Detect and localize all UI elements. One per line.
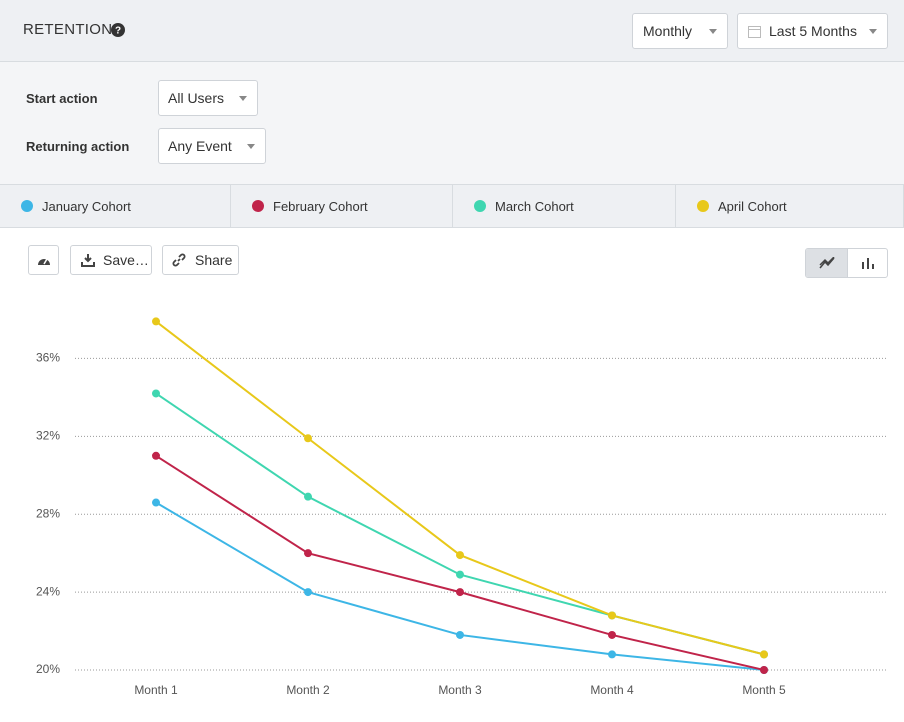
legend-swatch — [21, 200, 33, 212]
data-point — [304, 434, 312, 442]
data-point — [456, 588, 464, 596]
x-tick-label: Month 3 — [438, 683, 482, 697]
y-tick-label: 24% — [36, 584, 60, 598]
y-tick-label: 32% — [36, 428, 60, 442]
returning-value: Any Event — [168, 138, 232, 154]
save-button[interactable]: Save… — [70, 245, 152, 275]
interval-value: Monthly — [643, 23, 692, 39]
legend-label: January Cohort — [42, 199, 131, 214]
x-tick-label: Month 1 — [134, 683, 178, 697]
legend-item[interactable]: March Cohort — [453, 185, 676, 227]
returning-label: Returning action — [26, 139, 129, 154]
series-line — [156, 503, 764, 670]
data-point — [304, 549, 312, 557]
data-point — [608, 611, 616, 619]
data-point — [456, 631, 464, 639]
start-value: All Users — [168, 90, 224, 106]
share-button[interactable]: Share — [162, 245, 239, 275]
legend-swatch — [252, 200, 264, 212]
data-point — [456, 571, 464, 579]
x-tick-label: Month 5 — [742, 683, 786, 697]
download-icon — [81, 253, 95, 267]
start-label: Start action — [26, 91, 98, 106]
gauge-icon — [36, 253, 52, 267]
series-line — [156, 321, 764, 654]
x-tick-label: Month 2 — [286, 683, 330, 697]
y-tick-label: 28% — [36, 506, 60, 520]
line-view-button[interactable] — [806, 249, 848, 277]
view-toggle — [805, 248, 888, 278]
svg-text:?: ? — [115, 26, 121, 37]
interval-dropdown[interactable]: Monthly — [632, 13, 728, 49]
range-dropdown[interactable]: Last 5 Months — [737, 13, 888, 49]
line-icon — [819, 257, 835, 269]
data-point — [608, 650, 616, 658]
data-point — [760, 666, 768, 674]
series-line — [156, 456, 764, 670]
legend-label: February Cohort — [273, 199, 368, 214]
help-icon[interactable]: ? — [111, 23, 125, 37]
legend-swatch — [474, 200, 486, 212]
returning-dropdown[interactable]: Any Event — [158, 128, 266, 164]
data-point — [304, 493, 312, 501]
header-title: RETENTION — [23, 21, 112, 38]
legend-item[interactable]: April Cohort — [676, 185, 904, 227]
legend-label: April Cohort — [718, 199, 787, 214]
x-tick-label: Month 4 — [590, 683, 634, 697]
link-icon — [172, 253, 186, 267]
save-text: Save… — [103, 252, 149, 268]
data-point — [608, 611, 616, 619]
data-point — [608, 631, 616, 639]
bar-icon — [861, 257, 875, 269]
data-point — [456, 551, 464, 559]
data-point — [152, 499, 160, 507]
data-point — [760, 650, 768, 658]
legend-swatch — [697, 200, 709, 212]
data-point — [760, 650, 768, 658]
data-point — [152, 452, 160, 460]
y-tick-label: 20% — [36, 662, 60, 676]
share-text: Share — [195, 252, 232, 268]
bar-view-button[interactable] — [848, 257, 887, 269]
series-line — [156, 393, 764, 654]
data-point — [304, 588, 312, 596]
legend-item[interactable]: January Cohort — [0, 185, 231, 227]
legend-label: March Cohort — [495, 199, 574, 214]
data-point — [760, 666, 768, 674]
data-point — [152, 317, 160, 325]
data-point — [152, 389, 160, 397]
dashboard-button[interactable] — [28, 245, 59, 275]
y-tick-label: 36% — [36, 351, 60, 365]
range-value: Last 5 Months — [769, 23, 857, 39]
filter-panel — [0, 62, 904, 185]
legend-item[interactable]: February Cohort — [231, 185, 453, 227]
calendar-icon — [748, 25, 761, 38]
start-dropdown[interactable]: All Users — [158, 80, 258, 116]
